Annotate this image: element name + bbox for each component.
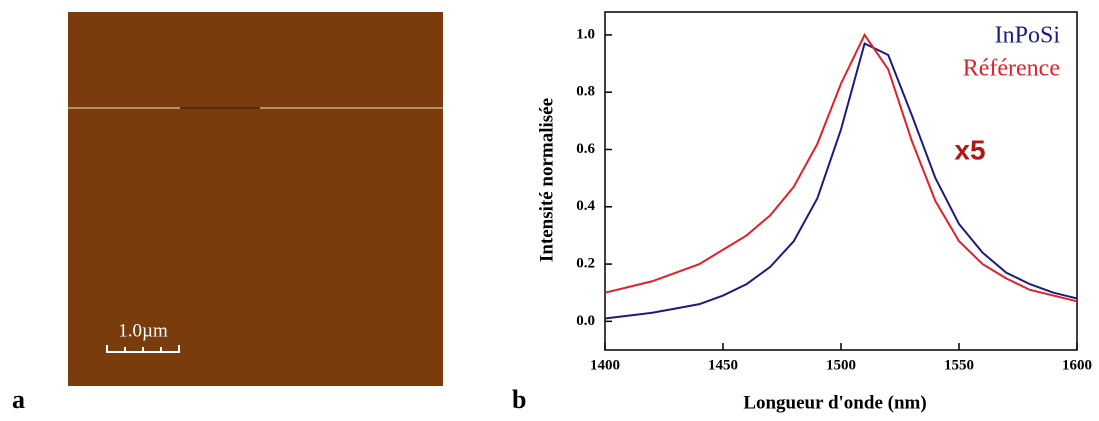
data-line xyxy=(604,42,1078,320)
panel-label: b xyxy=(512,385,526,414)
afm-image xyxy=(68,12,443,386)
x-axis-label: Longueur d'onde (nm) xyxy=(743,392,926,413)
x-tick-label: 1600 xyxy=(1062,357,1092,373)
x-tick-label: 1550 xyxy=(944,357,974,373)
x-tick-label: 1500 xyxy=(826,357,856,373)
y-tick-label: 0.8 xyxy=(576,84,595,100)
scale-bar-label: 1.0µm xyxy=(118,320,168,341)
data-line xyxy=(604,32,1078,303)
x-tick-label: 1400 xyxy=(590,357,620,373)
scale-bar xyxy=(106,345,180,353)
y-axis-label: Intensité normalisée xyxy=(536,98,557,262)
x-tick-label: 1450 xyxy=(708,357,738,373)
y-tick-label: 0.2 xyxy=(576,256,595,272)
y-tick-label: 0.4 xyxy=(576,198,595,214)
y-tick-label: 1.0 xyxy=(576,26,595,42)
y-tick-label: 0.0 xyxy=(576,313,595,329)
legend-entry: InPoSi xyxy=(995,23,1061,49)
annotation: x5 xyxy=(954,134,985,165)
legend-entry: Référence xyxy=(963,56,1060,82)
y-tick-label: 0.6 xyxy=(576,141,595,157)
panel-label: a xyxy=(12,385,25,414)
